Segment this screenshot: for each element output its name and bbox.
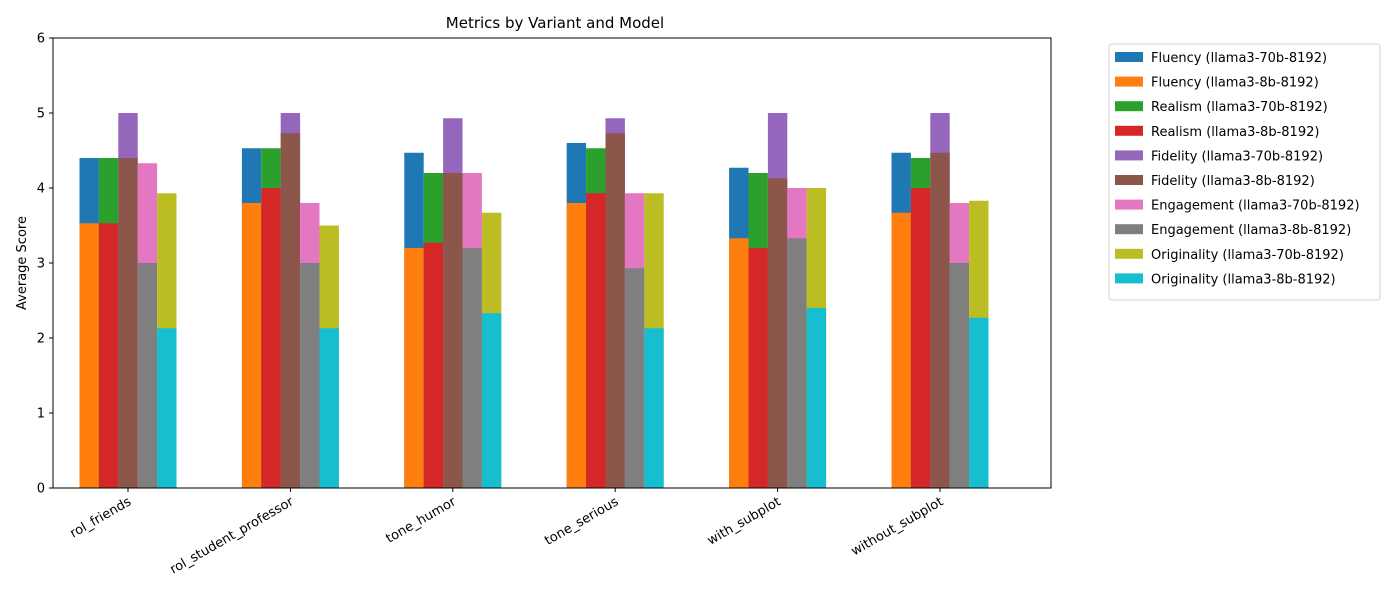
bar-7-tone_serious: [624, 268, 645, 488]
legend-label: Fidelity (llama3-8b-8192): [1151, 174, 1315, 189]
y-tick-label: 1: [37, 407, 45, 422]
bar-1-rol_friends: [79, 223, 99, 488]
y-tick-label: 6: [37, 32, 45, 47]
y-axis-label: Average Score: [15, 216, 30, 310]
bar-1-tone_serious: [566, 203, 587, 488]
bars-layer: [79, 113, 989, 488]
y-tick-label: 0: [37, 482, 45, 497]
legend-swatch: [1115, 273, 1143, 284]
x-tick-label: without_subplot: [849, 494, 946, 559]
bar-9-without_subplot: [969, 317, 989, 488]
x-axis: rol_friends rol_student_professor tone_hum…: [68, 488, 946, 577]
bar-9-tone_humor: [481, 313, 502, 488]
bar-1-tone_humor: [404, 248, 424, 488]
bar-7-tone_humor: [462, 248, 482, 488]
bar-5-tone_humor: [443, 173, 463, 488]
legend-swatch: [1115, 52, 1143, 62]
legend-label: Fluency (llama3-70b-8192): [1151, 51, 1327, 66]
legend-swatch: [1115, 248, 1143, 259]
legend-label: Engagement (llama3-70b-8192): [1151, 199, 1360, 214]
bar-9-rol_student_professor: [319, 328, 339, 488]
legend-label: Originality (llama3-8b-8192): [1151, 272, 1336, 287]
x-tick-label: tone_serious: [542, 494, 621, 548]
bar-7-rol_student_professor: [300, 263, 320, 488]
x-tick-label: tone_humor: [384, 494, 460, 546]
bar-3-with_subplot: [748, 248, 768, 488]
bar-5-rol_friends: [118, 158, 138, 488]
legend-label: Originality (llama3-70b-8192): [1151, 248, 1344, 263]
y-tick-label: 4: [37, 182, 45, 197]
bar-3-rol_friends: [98, 223, 119, 488]
bar-9-tone_serious: [644, 328, 664, 488]
legend-swatch: [1115, 175, 1143, 185]
bar-3-tone_humor: [423, 242, 444, 488]
bar-1-with_subplot: [729, 238, 749, 488]
legend-swatch: [1115, 199, 1143, 210]
bar-1-without_subplot: [891, 212, 911, 488]
bar-3-rol_student_professor: [261, 188, 281, 488]
bar-9-with_subplot: [806, 308, 827, 488]
x-tick-label: with_subplot: [705, 494, 784, 548]
bar-3-tone_serious: [586, 193, 606, 488]
legend-swatch: [1115, 150, 1143, 161]
legend-label: Realism (llama3-70b-8192): [1151, 100, 1328, 115]
y-axis: 0 1 2 3 4 5 6: [37, 32, 53, 497]
legend-swatch: [1115, 125, 1143, 136]
legend-swatch: [1115, 76, 1143, 87]
y-tick-label: 3: [37, 257, 45, 272]
bar-7-rol_friends: [137, 263, 158, 488]
bar-7-with_subplot: [787, 238, 807, 488]
bar-5-with_subplot: [767, 178, 788, 488]
bar-5-rol_student_professor: [280, 133, 301, 488]
bar-1-rol_student_professor: [241, 203, 262, 488]
y-tick-label: 5: [37, 107, 45, 122]
bar-7-without_subplot: [949, 263, 970, 488]
bar-9-rol_friends: [157, 328, 177, 488]
legend-box: [1108, 43, 1381, 301]
legend-swatch: [1115, 101, 1143, 112]
bar-5-tone_serious: [605, 133, 625, 488]
y-tick-label: 2: [37, 332, 45, 347]
legend-label: Fluency (llama3-8b-8192): [1151, 76, 1319, 91]
bar-5-without_subplot: [930, 152, 950, 488]
legend-label: Fidelity (llama3-70b-8192): [1151, 149, 1323, 164]
legend-label: Realism (llama3-8b-8192): [1151, 125, 1319, 140]
x-tick-label: rol_student_professor: [168, 494, 297, 577]
bar-3-without_subplot: [910, 188, 931, 488]
legend-swatch: [1115, 224, 1143, 235]
legend-label: Engagement (llama3-8b-8192): [1151, 223, 1351, 238]
x-tick-label: rol_friends: [68, 494, 135, 541]
legend: Fluency (llama3-70b-8192) Fluency (llama3…: [1108, 43, 1381, 301]
chart-title: Metrics by Variant and Model: [446, 14, 664, 32]
